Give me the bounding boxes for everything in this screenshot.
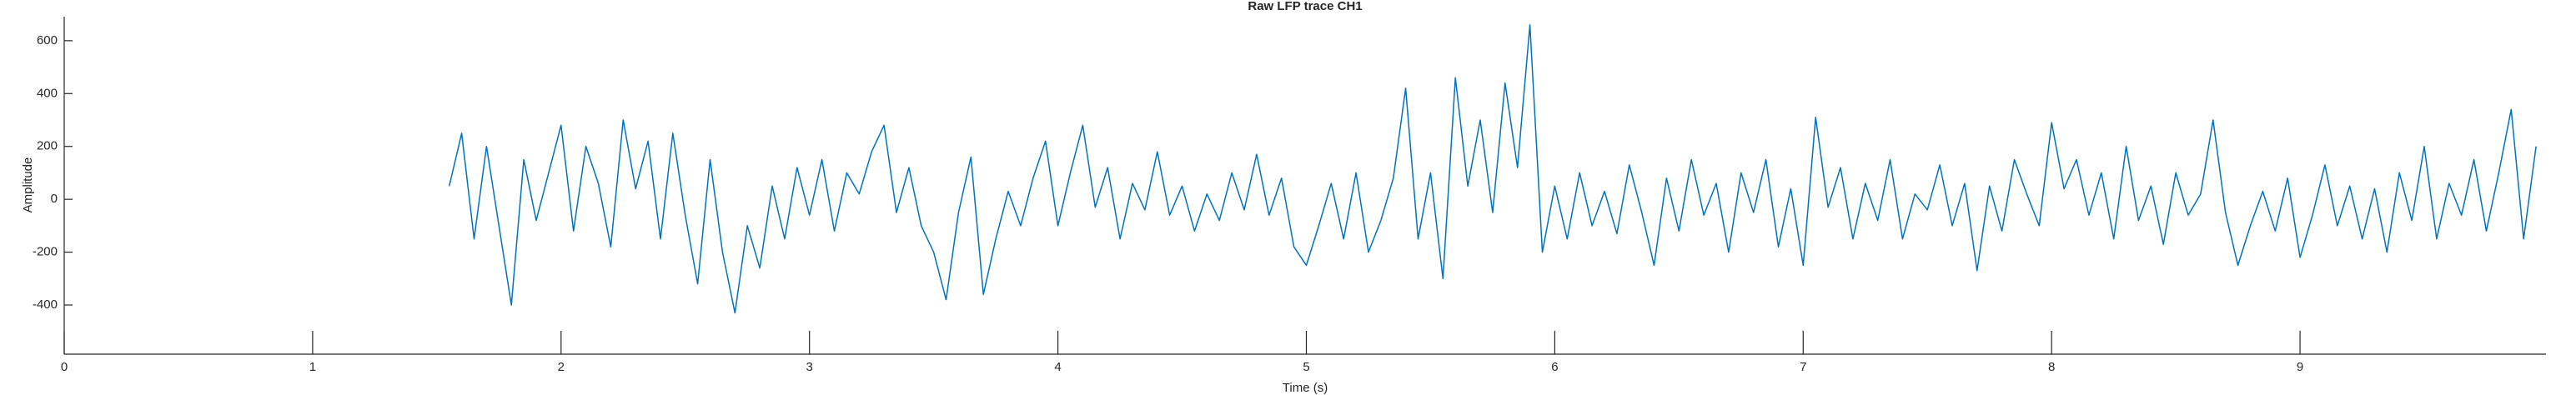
y-tick-label: 600 — [37, 33, 58, 48]
x-tick-label: 1 — [309, 360, 316, 374]
x-tick-label: 4 — [1054, 360, 1061, 374]
x-tick-label: 6 — [1551, 360, 1558, 374]
chart-title: Raw LFP trace CH1 — [1248, 0, 1362, 13]
x-tick-label: 8 — [2048, 360, 2055, 374]
y-tick-label: 400 — [37, 86, 58, 100]
y-tick-label: -400 — [33, 298, 58, 312]
y-axis-label: Amplitude — [21, 158, 35, 213]
y-tick-label: 0 — [51, 192, 58, 206]
x-tick-label: 2 — [558, 360, 565, 374]
x-tick-label: 5 — [1303, 360, 1309, 374]
x-axis-label: Time (s) — [1283, 381, 1328, 395]
x-tick-label: 7 — [1800, 360, 1806, 374]
x-tick-label: 3 — [806, 360, 813, 374]
trace — [448, 24, 2537, 314]
x-tick-label: 9 — [2297, 360, 2303, 374]
x-tick-label: 0 — [61, 360, 68, 374]
y-tick-label: 200 — [37, 139, 58, 153]
y-tick-label: -200 — [33, 245, 58, 259]
